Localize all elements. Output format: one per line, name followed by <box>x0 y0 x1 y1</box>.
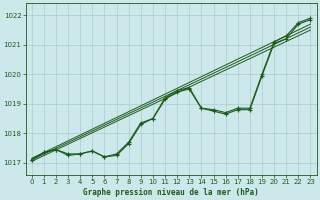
X-axis label: Graphe pression niveau de la mer (hPa): Graphe pression niveau de la mer (hPa) <box>83 188 259 197</box>
